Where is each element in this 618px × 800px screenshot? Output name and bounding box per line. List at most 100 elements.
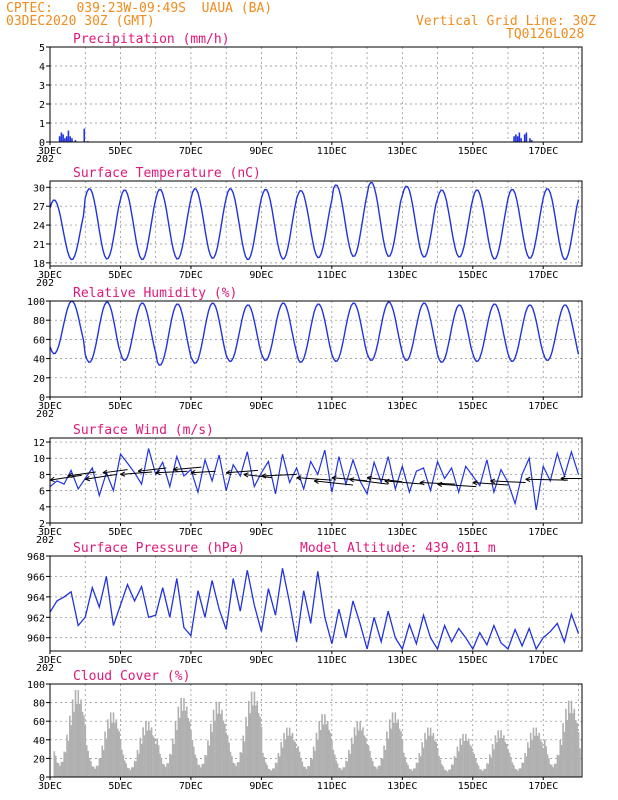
cloud-bar: [405, 762, 408, 777]
cloud-bar: [376, 768, 378, 777]
cloud-bar: [108, 728, 111, 777]
cloud-bar: [256, 700, 259, 777]
cloud-bar: [84, 725, 87, 777]
cloud-bar: [573, 708, 576, 777]
x-tick-label: 13DEC: [387, 781, 417, 792]
cloud-bar: [195, 758, 198, 777]
cloud-bar: [187, 717, 190, 777]
x-tick-label: 7DEC: [179, 527, 203, 538]
cloud-bar: [352, 743, 354, 777]
cloud-bar: [149, 730, 151, 777]
wind-arrowhead: [102, 469, 108, 475]
y-tick-label: 2: [39, 100, 45, 111]
wind-arrowhead: [560, 475, 566, 482]
plot-area: [58, 128, 533, 142]
year-label: 202: [36, 663, 54, 674]
cloud-bar: [315, 732, 318, 777]
cloud-bar: [91, 766, 94, 777]
x-tick-label: 13DEC: [387, 401, 417, 412]
cloud-bar: [207, 740, 209, 777]
cloud-bar: [150, 727, 153, 777]
wind-vector: [367, 477, 403, 483]
wind-vector: [472, 482, 509, 486]
precip-bar: [83, 128, 86, 142]
cloud-bar: [532, 727, 535, 777]
cloud-bar: [469, 744, 471, 777]
cloud-bar: [449, 769, 452, 777]
cloud-bar: [373, 766, 376, 777]
cloud-bar: [53, 751, 56, 777]
cloud-bar: [166, 763, 168, 777]
cloud-bar: [209, 723, 212, 777]
panel-annotation: Model Altitude: 439.011 m: [300, 541, 496, 556]
cloud-bar: [239, 752, 242, 777]
cloud-bar: [546, 754, 549, 777]
y-tick-label: 962: [27, 613, 45, 624]
cloud-bar: [412, 768, 415, 777]
cloud-bar: [60, 761, 63, 777]
cloud-bar: [310, 758, 312, 777]
cloud-bar: [302, 766, 305, 777]
x-tick-label: 3DEC: [38, 146, 62, 157]
cloud-bar: [459, 738, 461, 777]
cloud-bar: [400, 731, 402, 777]
wind-arrowhead: [331, 475, 337, 481]
cloud-bar: [425, 740, 428, 777]
cloud-bar: [114, 722, 116, 777]
temperature-line: [50, 181, 580, 261]
wind-vector: [349, 478, 389, 485]
cloud-bar: [421, 742, 423, 777]
cloud-bar: [284, 740, 287, 777]
cloud-bar: [366, 744, 368, 777]
cloud-bar: [235, 766, 237, 777]
cloud-bar: [415, 762, 418, 777]
precip-bar: [513, 136, 515, 142]
cloud-bar: [498, 737, 501, 777]
cloud-bar: [462, 733, 464, 777]
cloud-bar: [250, 691, 253, 777]
cloud-bar: [524, 753, 526, 777]
cloud-bar: [222, 720, 225, 777]
cloud-bar: [341, 769, 343, 777]
cloud-bar: [331, 740, 333, 777]
cloud-bar: [441, 764, 443, 777]
cloud-bar: [552, 767, 555, 777]
cloud-bar: [519, 768, 522, 777]
cloud-bar: [363, 735, 366, 777]
cloud-bar: [231, 756, 233, 777]
cloud-bar: [453, 756, 456, 777]
cloud-bar: [510, 757, 512, 777]
cloud-bar: [410, 769, 412, 777]
x-tick-label: 9DEC: [249, 146, 273, 157]
cloud-bar: [216, 713, 219, 777]
cloud-bar: [121, 749, 123, 777]
cloud-bar: [507, 749, 509, 777]
cloud-bar: [346, 761, 349, 777]
cloud-bar: [336, 763, 339, 777]
wind-arrowhead: [243, 472, 249, 478]
cloud-bar: [328, 730, 330, 777]
cloud-bar: [204, 754, 206, 777]
cloud-bar: [266, 764, 268, 777]
cloud-bar: [221, 709, 223, 777]
cloud-bar: [300, 758, 302, 777]
wind-arrowhead: [120, 471, 126, 477]
cloud-bar: [338, 767, 340, 777]
y-tick-label: 960: [27, 634, 45, 645]
cloud-bar: [193, 746, 195, 777]
cloud-bar: [255, 705, 257, 777]
cloud-bar: [294, 742, 297, 777]
cloud-bar: [183, 698, 185, 777]
wind-vector: [261, 473, 297, 477]
cloud-bar: [257, 713, 260, 777]
wind-vector: [419, 482, 456, 485]
precip-bar: [523, 134, 526, 142]
cloud-bar: [164, 766, 167, 777]
cloud-bar: [443, 769, 446, 777]
cloud-bar: [102, 750, 105, 777]
x-tick-label: 5DEC: [108, 781, 132, 792]
cloud-bar: [264, 762, 267, 777]
wind-vector: [120, 471, 153, 475]
cloud-bar: [470, 746, 473, 777]
wind-vector: [243, 473, 273, 479]
